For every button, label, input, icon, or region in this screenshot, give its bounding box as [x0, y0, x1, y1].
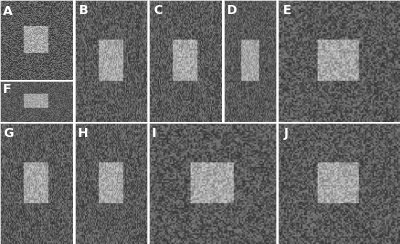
- Text: I: I: [152, 127, 156, 140]
- Text: B: B: [79, 4, 88, 17]
- Text: A: A: [3, 5, 12, 18]
- Text: F: F: [3, 83, 12, 96]
- Text: C: C: [153, 4, 162, 17]
- Text: E: E: [283, 4, 292, 17]
- Text: G: G: [3, 127, 13, 140]
- Text: D: D: [227, 4, 237, 17]
- Text: J: J: [283, 127, 288, 140]
- Text: H: H: [78, 127, 88, 140]
